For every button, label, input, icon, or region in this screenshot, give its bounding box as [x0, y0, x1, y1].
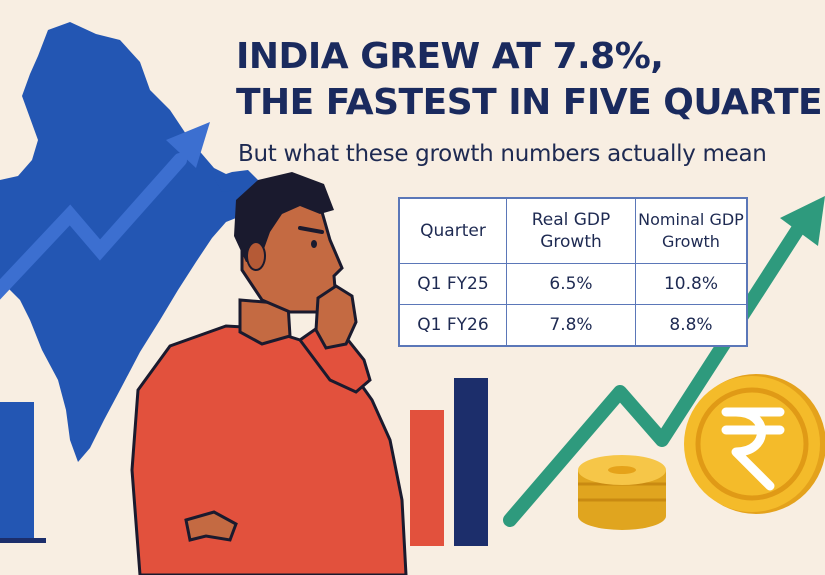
table-row: Q1 FY26 7.8% 8.8% [398, 304, 748, 347]
green-arrow-head-icon [780, 196, 825, 246]
headline-title: INDIA GREW AT 7.8%, THE FASTEST IN FIVE … [236, 34, 825, 126]
headline-subtitle: But what these growth numbers actually m… [238, 141, 767, 167]
table-row: Q1 FY25 6.5% 10.8% [398, 263, 748, 305]
bar-navy-icon [454, 378, 488, 546]
row-2-real-gdp: 7.8% [506, 304, 636, 347]
bar-red-icon [410, 410, 444, 546]
header-nominal-gdp: Nominal GDP Growth [635, 197, 748, 264]
gdp-growth-table: Quarter Real GDP Growth Nominal GDP Grow… [398, 197, 748, 347]
left-bar-icon [0, 402, 34, 542]
map-arrow-head-icon [166, 122, 210, 168]
headline-line-1: INDIA GREW AT 7.8%, [236, 36, 664, 77]
header-quarter: Quarter [398, 197, 507, 264]
row-1-real-gdp: 6.5% [506, 263, 636, 305]
row-2-quarter: Q1 FY26 [398, 304, 507, 347]
india-map-icon [0, 22, 262, 462]
left-bar-frame [0, 538, 46, 543]
map-trend-arrow-icon [0, 153, 187, 300]
rupee-coin-icon [684, 374, 825, 514]
coin-stack-icon [578, 455, 666, 530]
row-1-quarter: Q1 FY25 [398, 263, 507, 305]
table-header-row: Quarter Real GDP Growth Nominal GDP Grow… [398, 197, 748, 264]
header-real-gdp: Real GDP Growth [506, 197, 636, 264]
headline-line-2: THE FASTEST IN FIVE QUARTERS [236, 82, 825, 123]
row-2-nominal-gdp: 8.8% [635, 304, 748, 347]
row-1-nominal-gdp: 10.8% [635, 263, 748, 305]
thinking-man-icon [130, 172, 408, 575]
india-northeast-icon [214, 170, 258, 192]
